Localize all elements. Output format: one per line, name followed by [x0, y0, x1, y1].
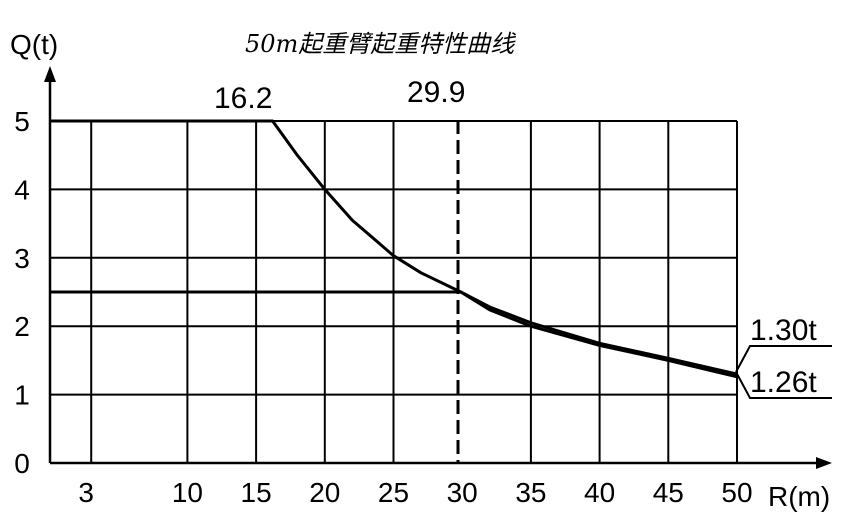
- x-tick-label: 20: [309, 477, 340, 508]
- end-label-leader-130: [735, 345, 832, 373]
- axes: [44, 66, 832, 469]
- x-tick-label: 10: [172, 477, 203, 508]
- x-tick-label: 35: [515, 477, 546, 508]
- annotation-1-26t: 1.26t: [750, 366, 817, 399]
- annotation-1-30t: 1.30t: [750, 314, 817, 347]
- x-tick-label: 30: [447, 477, 478, 508]
- y-tick-label: 1: [14, 380, 30, 411]
- y-axis-label: Q(t): [10, 29, 58, 60]
- x-tick-label: 3: [78, 477, 94, 508]
- y-axis-arrow: [44, 66, 56, 82]
- y-tick-label: 5: [14, 106, 30, 137]
- annotation-29-9: 29.9: [407, 76, 465, 109]
- series-line-1: [50, 119, 738, 376]
- y-tick-label: 4: [14, 174, 30, 205]
- x-axis-label: R(m): [768, 481, 830, 512]
- series: [50, 119, 738, 379]
- y-tick-label: 3: [14, 243, 30, 274]
- chart-title: 50m起重臂起重特性曲线: [245, 30, 516, 58]
- x-axis-arrow: [816, 457, 832, 469]
- x-tick-label: 40: [584, 477, 615, 508]
- y-tick-label: 2: [14, 311, 30, 342]
- x-tick-label: 45: [653, 477, 684, 508]
- x-tick-label: 50: [721, 477, 752, 508]
- annotation-16-2: 16.2: [214, 82, 272, 115]
- grid: [50, 120, 738, 463]
- series-line-2: [50, 290, 738, 379]
- x-tick-label: 25: [378, 477, 409, 508]
- y-tick-label: 0: [14, 448, 30, 479]
- end-label-leader-126: [735, 371, 832, 399]
- x-tick-label: 15: [241, 477, 272, 508]
